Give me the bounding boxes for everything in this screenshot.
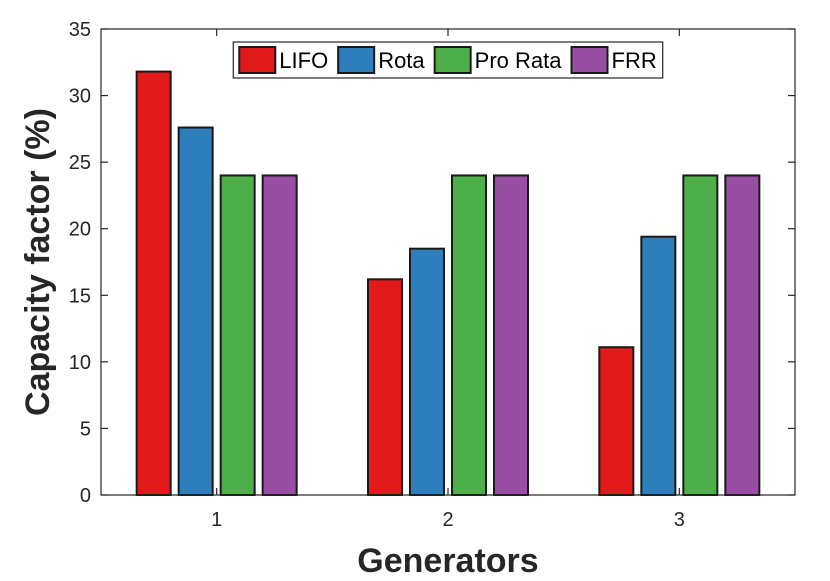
legend-swatch-lifo	[238, 46, 277, 74]
bar-rota-gen-1	[177, 126, 214, 496]
bars-layer	[135, 70, 761, 496]
y-tick-label: 5	[80, 418, 91, 440]
x-tick-label: 3	[674, 509, 685, 531]
y-tick-label: 25	[69, 152, 91, 174]
bar-lifo-gen-3	[598, 346, 635, 496]
legend-label-rota: Rota	[378, 48, 425, 73]
y-tick-label: 15	[69, 285, 91, 307]
legend-label-lifo: LIFO	[279, 48, 328, 73]
x-axis: 1 2 3	[211, 29, 685, 531]
bar-rota-gen-2	[409, 247, 445, 496]
bar-rota-gen-3	[640, 235, 677, 496]
y-tick-label: 20	[69, 219, 91, 241]
bar-frr-gen-1	[261, 174, 298, 496]
bar-pro-rata-gen-1	[219, 174, 256, 496]
y-axis-title: Capacity factor (%)	[19, 108, 57, 416]
y-tick-label: 35	[69, 19, 91, 41]
bar-frr-gen-2	[493, 174, 529, 496]
y-tick-label: 30	[69, 86, 91, 108]
legend-swatch-frr	[570, 46, 609, 74]
x-tick-label: 1	[211, 509, 222, 531]
bar-pro-rata-gen-3	[682, 174, 719, 496]
x-tick-label: 2	[442, 509, 453, 531]
legend-swatch-rota	[337, 46, 376, 74]
legend-swatch-pro-rata	[433, 46, 472, 74]
bar-frr-gen-3	[724, 174, 761, 496]
legend: LIFO Rota Pro Rata FRR	[232, 41, 664, 79]
bar-lifo-gen-2	[367, 278, 403, 496]
bar-pro-rata-gen-2	[451, 174, 487, 496]
y-tick-label: 0	[80, 485, 91, 507]
bar-lifo-gen-1	[135, 70, 172, 496]
legend-label-frr: FRR	[612, 48, 657, 73]
y-tick-label: 10	[69, 352, 91, 374]
x-axis-title: Generators	[357, 542, 538, 580]
y-axis: 0 5 10 15 20 25 30 35	[69, 19, 795, 507]
legend-label-pro-rata: Pro Rata	[475, 48, 563, 73]
